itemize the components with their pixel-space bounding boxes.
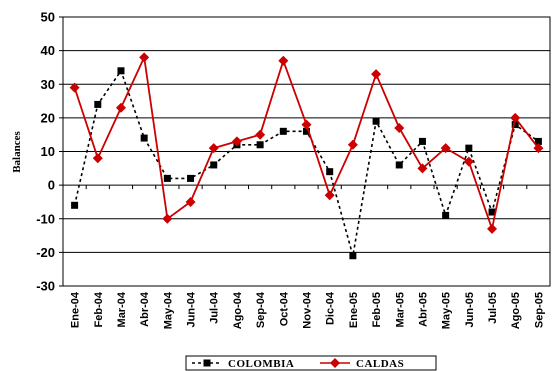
data-point-caldas [278, 55, 289, 66]
y-tick-label: -20 [36, 245, 55, 260]
data-point-caldas [115, 102, 126, 113]
x-tick-label: Jun-05 [464, 292, 476, 327]
data-point-caldas [417, 163, 428, 174]
x-tick-label: Ene-04 [70, 291, 82, 328]
data-point-caldas [301, 119, 312, 130]
y-axis-ticks: -30 -20 -10 0 10 20 30 40 50 [36, 10, 63, 294]
x-tick-label: Mar-05 [394, 292, 406, 327]
legend: COLOMBIA CALDAS [185, 355, 437, 371]
x-tick-label: Oct-04 [278, 291, 290, 326]
data-point-colombia [163, 174, 171, 182]
data-point-colombia [395, 161, 403, 169]
data-point-colombia [534, 137, 542, 145]
x-tick-label: Ago-05 [510, 292, 522, 329]
data-point-colombia [210, 161, 218, 169]
data-point-caldas [162, 213, 173, 224]
legend-marker [330, 358, 340, 368]
x-tick-label: Jul-04 [209, 291, 221, 324]
legend-box [185, 355, 437, 371]
x-tick-label: Ene-05 [348, 292, 360, 328]
y-tick-label: -10 [36, 211, 55, 226]
data-point-colombia [303, 127, 310, 135]
data-point-caldas [69, 82, 80, 93]
data-point-caldas [394, 122, 405, 133]
data-point-caldas [510, 112, 521, 123]
x-tick-label: Dic-04 [325, 291, 337, 325]
data-point-colombia [140, 134, 148, 142]
data-point-caldas [347, 139, 358, 150]
y-axis-label: Balances [11, 131, 23, 173]
data-point-caldas [533, 143, 544, 154]
data-point-caldas [185, 196, 196, 207]
data-point-caldas [324, 190, 335, 201]
x-tick-label: Abr-04 [139, 291, 151, 327]
data-point-caldas [231, 136, 242, 147]
data-point-caldas [487, 223, 498, 234]
legend-marker [203, 359, 211, 367]
data-point-colombia [488, 208, 496, 216]
data-point-caldas [255, 129, 266, 140]
x-tick-label: May-04 [162, 291, 174, 329]
data-point-colombia [71, 201, 79, 209]
legend-label-colombia: COLOMBIA [228, 358, 294, 370]
x-tick-label: Jul-05 [487, 292, 499, 324]
x-tick-label: Jun-04 [186, 291, 198, 327]
x-tick-label: May-05 [441, 292, 453, 329]
data-point-colombia [418, 137, 426, 145]
data-point-colombia [511, 121, 519, 129]
x-tick-label: Feb-04 [93, 291, 105, 327]
x-tick-label: Feb-05 [371, 292, 383, 327]
series-group [69, 52, 544, 260]
gridlines [62, 16, 551, 287]
x-tick-label: Abr-05 [417, 292, 429, 327]
data-point-caldas [92, 153, 103, 164]
series-line-caldas [73, 56, 540, 230]
data-point-colombia [349, 252, 357, 260]
x-tick-label: Sep-05 [533, 292, 545, 328]
x-tick-label: Ago-04 [232, 291, 244, 329]
y-tick-label: 50 [41, 10, 55, 25]
legend-label-caldas: CALDAS [356, 358, 404, 370]
data-point-caldas [139, 52, 150, 63]
x-tick-label: Mar-04 [116, 291, 128, 327]
data-point-caldas [371, 69, 382, 80]
data-point-caldas [463, 156, 474, 167]
data-point-caldas [208, 143, 219, 154]
data-point-colombia [326, 168, 334, 176]
data-point-caldas [440, 143, 451, 154]
x-axis-ticks: Ene-04 Feb-04 Mar-04 Abr-04 May-04 Jun-04 Jul-… [62, 185, 551, 329]
data-point-colombia [465, 144, 473, 152]
x-tick-label: Nov-04 [302, 291, 314, 329]
y-tick-label: 40 [41, 43, 55, 58]
data-point-colombia [187, 174, 195, 182]
y-tick-label: 20 [41, 110, 55, 125]
y-tick-label: 10 [41, 144, 55, 159]
y-tick-label: 30 [41, 77, 55, 92]
y-tick-label: -30 [36, 279, 55, 294]
data-point-colombia [117, 67, 125, 75]
data-point-colombia [256, 141, 264, 149]
data-point-colombia [442, 211, 450, 219]
data-point-colombia [372, 117, 380, 125]
x-tick-label: Sep-04 [255, 291, 267, 328]
data-point-colombia [279, 127, 287, 135]
y-tick-label: 0 [48, 178, 55, 193]
data-point-colombia [94, 100, 102, 108]
